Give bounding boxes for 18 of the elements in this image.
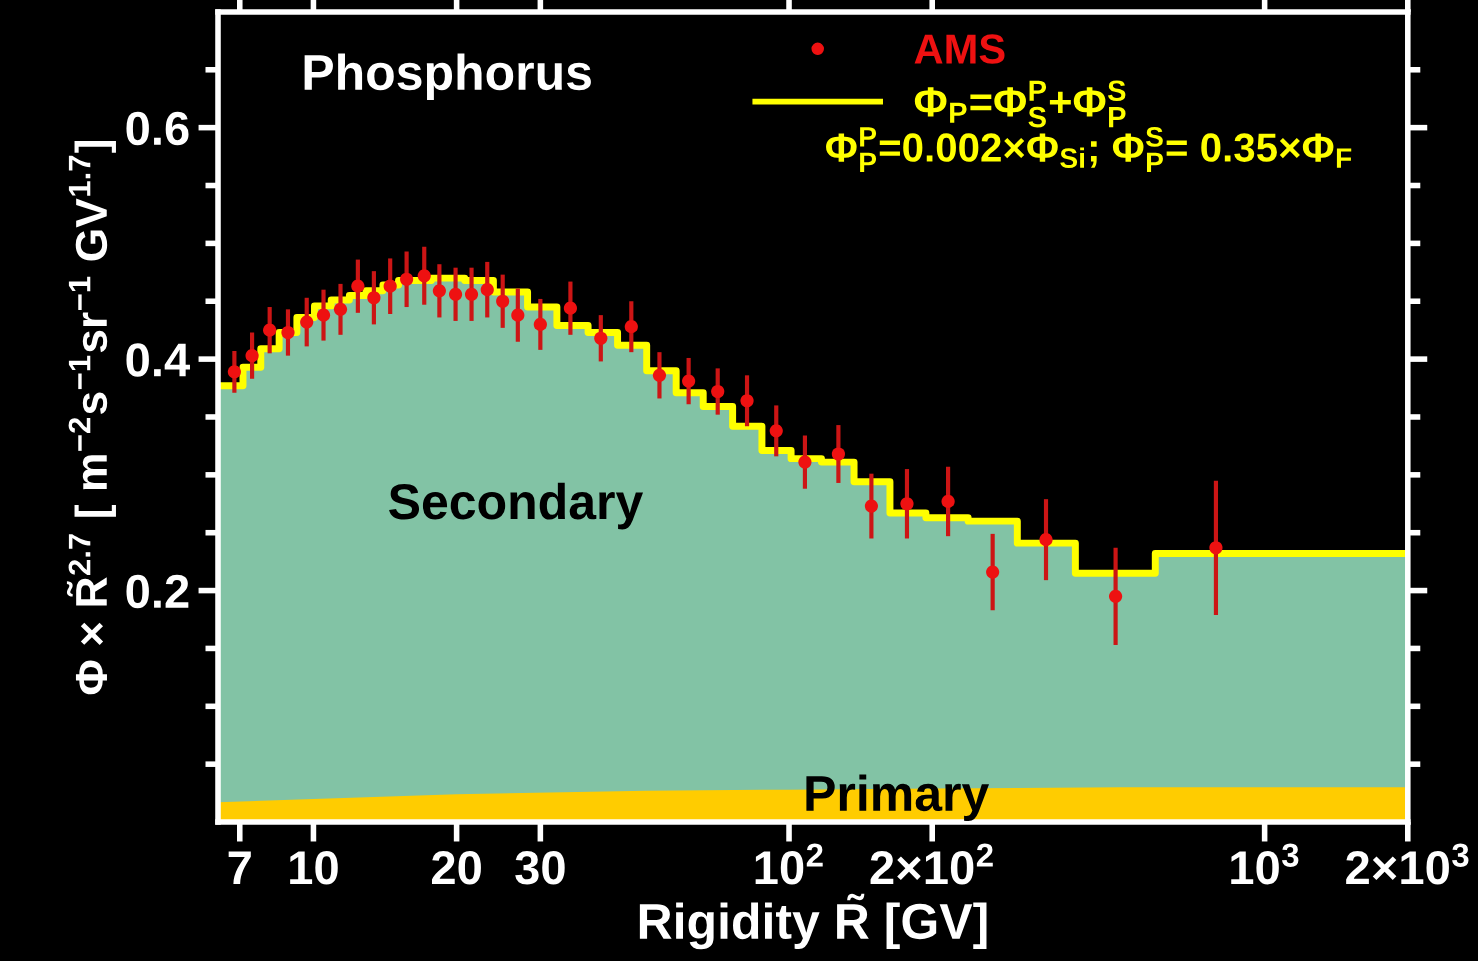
x-tick-label: 30 (515, 851, 565, 885)
x-tick-label: 10 (290, 851, 338, 885)
x-tick-label: 10$^{3}$ (1231, 843, 1299, 885)
legend-label: AMS (914, 34, 1005, 64)
y-tick-label: 0.4 (126, 343, 190, 377)
text: Φ × R̃$^{2.7}$ [ m$^{−2}$s$^{−1}$sr$^{−1}$ GV$^{1.7}$] (66, 140, 116, 695)
x-tick-label: 2×10$^{3}$ (1346, 843, 1469, 885)
annotation: Secondary (389, 482, 644, 530)
legend-label: Φ$_{P}$=Φ$^{P}$$_{S}$+Φ$^{S}$$_{P}$ (914, 80, 1126, 128)
y-tick-label: 0.6 (126, 111, 189, 146)
y-tick-label: 0.2 (126, 574, 189, 609)
x-tick-label: 10$^{2}$ (755, 843, 823, 885)
annotation: Primary (806, 774, 990, 822)
x-tick-label: 7 (228, 851, 251, 885)
annotation: Phosphorus (304, 53, 591, 101)
x-axis-title: Rigidity R̃ [GV] (639, 893, 987, 950)
x-tick-label: 20 (431, 851, 481, 885)
x-tick-label: 2×10$^{2}$ (870, 843, 993, 885)
